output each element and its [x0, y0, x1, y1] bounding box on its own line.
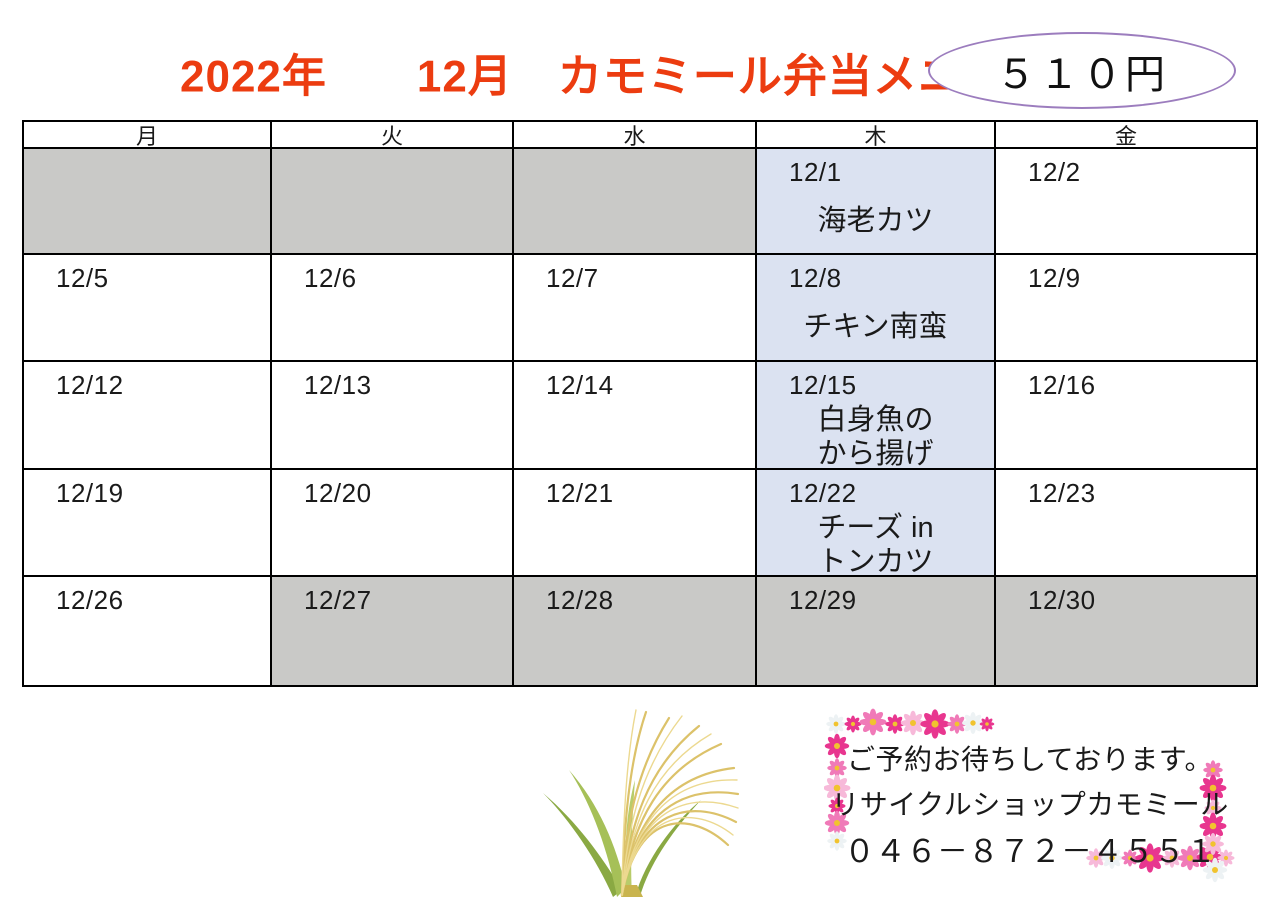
calendar-cell-12-2: 12/2 — [996, 149, 1256, 255]
weekday-header-fri: 金 — [996, 122, 1256, 149]
reservation-text: ご予約お待ちしております。 リサイクルショップカモミール ０４６－８７２－４５５… — [828, 738, 1232, 871]
menu-line: チキン南蛮 — [803, 311, 948, 343]
cell-date: 12/21 — [546, 478, 614, 508]
calendar-cell-12-27: 12/27 — [272, 577, 514, 685]
menu-item: チキン南蛮 — [757, 310, 994, 344]
calendar-cell-12-30: 12/30 — [996, 577, 1256, 685]
calendar-cell-12-21: 12/21 — [514, 470, 757, 577]
calendar-cell-12-1: 12/1 海老カツ — [757, 149, 996, 255]
cell-date: 12/2 — [1028, 157, 1081, 187]
weekday-header-tue: 火 — [272, 122, 514, 149]
calendar-cell-12-5: 12/5 — [24, 255, 272, 362]
cell-date: 12/30 — [1028, 585, 1096, 615]
menu-item: チーズ in トンカツ — [757, 511, 994, 577]
calendar-cell-12-22: 12/22 チーズ in トンカツ — [757, 470, 996, 577]
cell-date: 12/23 — [1028, 478, 1096, 508]
calendar-cell-12-13: 12/13 — [272, 362, 514, 470]
calendar-cell-12-15: 12/15 白身魚の から揚げ — [757, 362, 996, 470]
cell-date: 12/9 — [1028, 263, 1081, 293]
cell-date: 12/28 — [546, 585, 614, 615]
cell-date: 12/13 — [304, 370, 372, 400]
menu-line: から揚げ — [817, 438, 934, 470]
calendar-cell-empty — [272, 149, 514, 255]
reservation-box: ご予約お待ちしております。 リサイクルショップカモミール ０４６－８７２－４５５… — [824, 700, 1244, 890]
cell-date: 12/12 — [56, 370, 124, 400]
calendar-cell-12-12: 12/12 — [24, 362, 272, 470]
calendar-cell-12-19: 12/19 — [24, 470, 272, 577]
weekday-header-thu: 木 — [757, 122, 996, 149]
cell-date: 12/1 — [789, 157, 842, 187]
calendar-cell-12-16: 12/16 — [996, 362, 1256, 470]
menu-item: 白身魚の から揚げ — [757, 403, 994, 470]
calendar-cell-12-29: 12/29 — [757, 577, 996, 685]
cell-date: 12/22 — [789, 478, 857, 508]
menu-line: 白身魚の — [817, 404, 934, 436]
calendar-cell-12-6: 12/6 — [272, 255, 514, 362]
calendar-cell-12-8: 12/8 チキン南蛮 — [757, 255, 996, 362]
price-badge: ５１０円 — [928, 32, 1236, 109]
shop-name: リサイクルショップカモミール — [831, 789, 1229, 820]
cell-date: 12/29 — [789, 585, 857, 615]
cell-date: 12/20 — [304, 478, 372, 508]
menu-line: チーズ in — [817, 512, 934, 544]
cell-date: 12/5 — [56, 263, 109, 293]
menu-calendar: 月 火 水 木 金 12/1 海老カツ 12/2 12/5 12/6 12/7 … — [22, 120, 1258, 687]
cell-date: 12/8 — [789, 263, 842, 293]
calendar-cell-12-28: 12/28 — [514, 577, 757, 685]
calendar-cell-empty — [24, 149, 272, 255]
cell-date: 12/7 — [546, 263, 599, 293]
calendar-cell-empty — [514, 149, 757, 255]
cell-date: 12/26 — [56, 585, 124, 615]
calendar-cell-12-23: 12/23 — [996, 470, 1256, 577]
calendar-cell-12-14: 12/14 — [514, 362, 757, 470]
calendar-cell-12-20: 12/20 — [272, 470, 514, 577]
reservation-message: ご予約お待ちしております。 — [846, 744, 1214, 775]
menu-line: 海老カツ — [817, 205, 934, 237]
phone-number: ０４６－８７２－４５５１ — [844, 834, 1216, 869]
cell-date: 12/15 — [789, 370, 857, 400]
calendar-cell-12-9: 12/9 — [996, 255, 1256, 362]
cell-date: 12/14 — [546, 370, 614, 400]
price-badge-text: ５１０円 — [996, 52, 1168, 97]
weekday-header-mon: 月 — [24, 122, 272, 149]
pampas-grass-icon — [543, 709, 740, 897]
calendar-cell-12-26: 12/26 — [24, 577, 272, 685]
page-title: 2022年 12月 カモミール弁当メニュー — [180, 51, 1053, 102]
menu-line: トンカツ — [817, 546, 934, 577]
menu-item: 海老カツ — [757, 204, 994, 238]
cell-date: 12/6 — [304, 263, 357, 293]
cell-date: 12/19 — [56, 478, 124, 508]
calendar-cell-12-7: 12/7 — [514, 255, 757, 362]
cell-date: 12/27 — [304, 585, 372, 615]
cell-date: 12/16 — [1028, 370, 1096, 400]
weekday-header-wed: 水 — [514, 122, 757, 149]
